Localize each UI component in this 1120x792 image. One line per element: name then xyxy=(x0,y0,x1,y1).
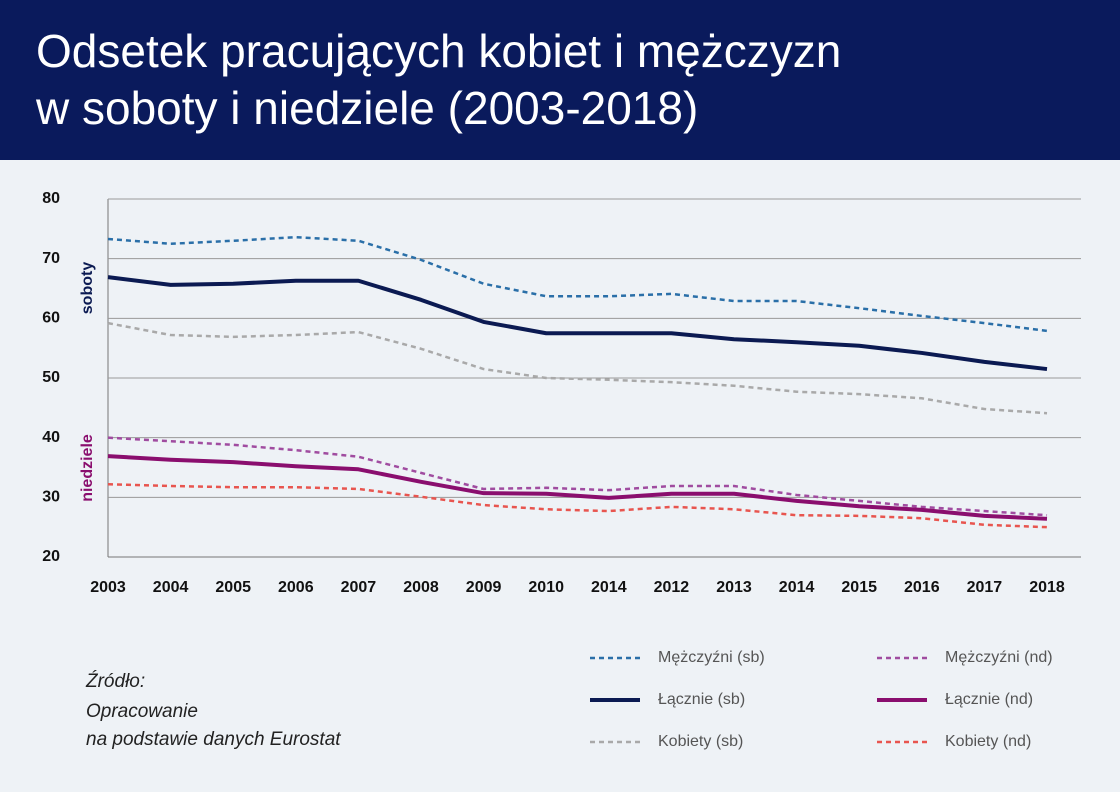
legend-label: Mężczyźni (sb) xyxy=(658,649,765,666)
x-tick-label: 2010 xyxy=(528,579,564,596)
y-tick-label: 30 xyxy=(42,489,60,506)
x-tick-label: 2007 xyxy=(341,579,377,596)
legend-label: Kobiety (sb) xyxy=(658,733,743,750)
annotation: soboty xyxy=(79,262,96,315)
legend-label: Kobiety (nd) xyxy=(945,733,1031,750)
header xyxy=(0,0,1120,160)
y-tick-label: 50 xyxy=(42,369,60,386)
x-tick-label: 2005 xyxy=(215,579,251,596)
x-tick-label: 2014 xyxy=(779,579,815,596)
source: Źródło: xyxy=(85,671,145,692)
x-tick-label: 2017 xyxy=(967,579,1003,596)
series-line xyxy=(107,454,1048,521)
x-tick-label: 2003 xyxy=(90,579,126,596)
y-tick-label: 40 xyxy=(42,429,60,446)
y-tick-label: 60 xyxy=(42,310,60,327)
y-tick-label: 20 xyxy=(42,548,60,565)
chart-title: Odsetek pracujących kobiet i mężczyzn xyxy=(36,25,841,77)
legend-label: Łącznie (nd) xyxy=(945,691,1033,708)
x-tick-label: 2014 xyxy=(591,579,627,596)
x-tick-label: 2016 xyxy=(904,579,940,596)
x-tick-label: 2018 xyxy=(1029,579,1065,596)
series-line xyxy=(107,321,1048,415)
x-tick-label: 2006 xyxy=(278,579,314,596)
legend-label: Mężczyźni (nd) xyxy=(945,649,1053,666)
chart-title: w soboty i niedziele (2003-2018) xyxy=(35,82,698,134)
series-line xyxy=(107,436,1048,517)
y-tick-label: 70 xyxy=(42,250,60,267)
series-line xyxy=(107,275,1048,372)
legend-label: Łącznie (sb) xyxy=(658,691,745,708)
annotation: niedziele xyxy=(79,434,96,502)
source: na podstawie danych Eurostat xyxy=(86,729,341,750)
x-tick-label: 2013 xyxy=(716,579,752,596)
x-tick-label: 2009 xyxy=(466,579,502,596)
y-tick-label: 80 xyxy=(42,190,60,207)
source: Opracowanie xyxy=(86,701,198,722)
series-line xyxy=(107,482,1048,529)
x-tick-label: 2004 xyxy=(153,579,189,596)
x-tick-label: 2008 xyxy=(403,579,439,596)
x-tick-label: 2012 xyxy=(654,579,690,596)
series-line xyxy=(107,235,1048,333)
x-tick-label: 2015 xyxy=(841,579,877,596)
